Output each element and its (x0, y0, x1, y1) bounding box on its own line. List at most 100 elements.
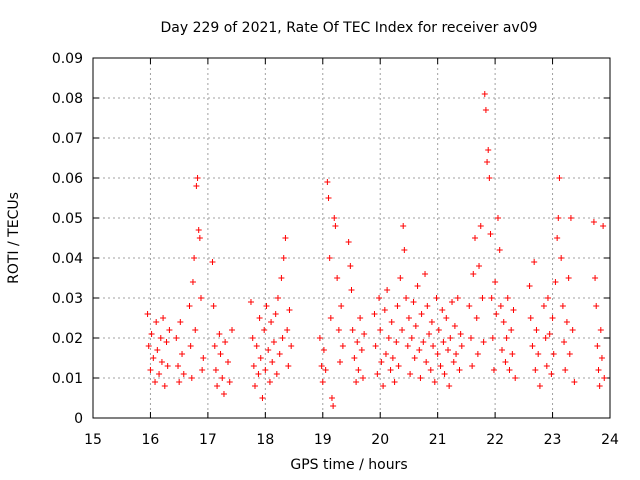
x-tick-label: 15 (84, 432, 102, 448)
y-tick-label: 0.01 (52, 371, 83, 387)
data-point (550, 351, 557, 357)
data-point (466, 303, 473, 309)
data-point (273, 371, 280, 377)
data-point (500, 319, 507, 325)
data-point (597, 327, 604, 333)
data-point (219, 375, 226, 381)
data-point (540, 303, 547, 309)
y-axis-label: ROTI / TECUs (6, 192, 22, 284)
data-point (543, 363, 550, 369)
data-point (377, 327, 384, 333)
data-point (499, 347, 506, 353)
data-point (456, 367, 463, 373)
data-point (394, 303, 401, 309)
data-point (216, 331, 223, 337)
data-point (445, 347, 452, 353)
data-point (284, 327, 291, 333)
data-point (158, 359, 165, 365)
data-point (193, 183, 200, 189)
data-point (154, 347, 161, 353)
data-point (280, 255, 287, 261)
data-point (351, 355, 358, 361)
data-point (502, 359, 509, 365)
data-point (571, 379, 578, 385)
data-point (195, 227, 202, 233)
data-point (600, 223, 607, 229)
data-point (212, 367, 219, 373)
data-point (494, 215, 501, 221)
data-point (268, 319, 275, 325)
x-axis-label: GPS time / hours (290, 457, 407, 473)
data-point (497, 303, 504, 309)
data-point (359, 375, 366, 381)
data-point (598, 355, 605, 361)
data-point (561, 339, 568, 345)
y-tick-label: 0.03 (52, 291, 83, 307)
data-point (426, 331, 433, 337)
data-point (161, 383, 168, 389)
data-point (454, 295, 461, 301)
data-point (191, 255, 198, 261)
data-point (542, 335, 549, 341)
data-point (253, 343, 260, 349)
data-point (226, 379, 233, 385)
data-point (345, 239, 352, 245)
data-point (482, 107, 489, 113)
data-point (443, 315, 450, 321)
data-point (328, 395, 335, 401)
data-point (590, 219, 597, 225)
data-point (453, 351, 460, 357)
data-point (276, 351, 283, 357)
data-point (374, 371, 381, 377)
data-point (449, 299, 456, 305)
data-point (457, 331, 464, 337)
y-tick-label: 0.09 (52, 51, 83, 67)
data-point (476, 263, 483, 269)
data-point (474, 351, 481, 357)
data-point (486, 175, 493, 181)
data-point (376, 295, 383, 301)
data-point (527, 315, 534, 321)
data-point (536, 383, 543, 389)
data-point (274, 295, 281, 301)
data-point (160, 315, 167, 321)
data-point (319, 379, 326, 385)
data-point (558, 255, 565, 261)
data-point (552, 279, 559, 285)
data-point (508, 327, 515, 333)
data-point (357, 315, 364, 321)
data-point (504, 295, 511, 301)
data-point (387, 367, 394, 373)
data-point (410, 299, 417, 305)
data-point (592, 275, 599, 281)
data-point (349, 327, 356, 333)
data-point (490, 367, 497, 373)
data-point (493, 311, 500, 317)
data-point (532, 367, 539, 373)
data-point (194, 175, 201, 181)
x-tick-label: 18 (256, 432, 274, 448)
data-point (179, 351, 186, 357)
plot-frame (92, 57, 611, 419)
data-point (279, 335, 286, 341)
data-point (278, 275, 285, 281)
data-point (173, 335, 180, 341)
data-point (156, 371, 163, 377)
data-point (509, 351, 516, 357)
data-point (485, 147, 492, 153)
data-point (325, 195, 332, 201)
data-point (175, 363, 182, 369)
data-point (177, 319, 184, 325)
data-point (209, 259, 216, 265)
y-tick-label: 0.07 (52, 131, 83, 147)
data-point (188, 375, 195, 381)
data-point (354, 339, 361, 345)
data-point (220, 391, 227, 397)
data-point (229, 327, 236, 333)
y-tick-labels: 0 0.01 0.02 0.03 0.04 0.05 0.06 0.07 0.08 0.09 (52, 51, 83, 427)
data-point (458, 343, 465, 349)
data-point (563, 319, 570, 325)
data-point (150, 355, 157, 361)
data-point (382, 351, 389, 357)
data-point (256, 315, 263, 321)
